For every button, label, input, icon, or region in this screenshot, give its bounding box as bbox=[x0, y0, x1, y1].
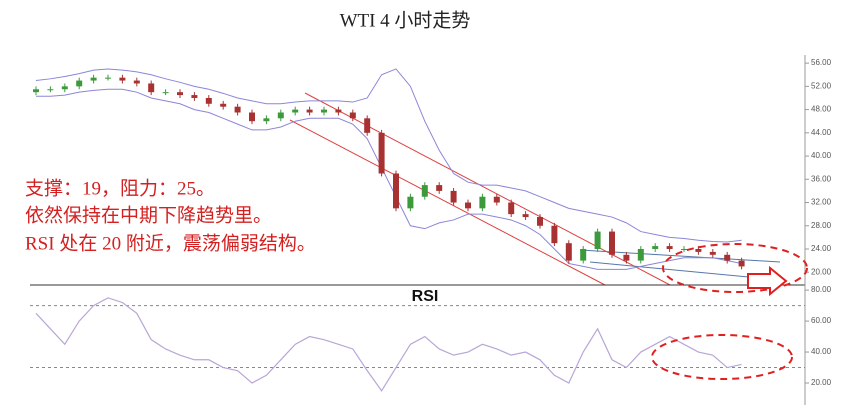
candle-body bbox=[738, 260, 745, 267]
channel-line bbox=[289, 119, 606, 286]
y-tick-label: 80.00 bbox=[811, 285, 832, 294]
candle-body bbox=[162, 92, 169, 94]
highlight-ellipse bbox=[651, 334, 793, 380]
y-tick-label: 24.00 bbox=[811, 244, 832, 253]
candle-body bbox=[205, 97, 212, 104]
candle-body bbox=[234, 106, 241, 113]
annotation: RSI 处在 20 附近，震荡偏弱结构。 bbox=[25, 232, 316, 254]
candle-body bbox=[191, 95, 198, 98]
candle-body bbox=[537, 217, 543, 226]
annotation: 依然保持在中期下降趋势里。 bbox=[25, 204, 272, 226]
candle-body bbox=[61, 86, 68, 90]
candle-body bbox=[609, 231, 615, 255]
candle-body bbox=[666, 246, 673, 249]
y-tick-label: 56.00 bbox=[811, 58, 832, 67]
candle-body bbox=[508, 202, 515, 215]
channel bbox=[289, 92, 781, 286]
candle-body bbox=[724, 254, 731, 261]
candle-body bbox=[594, 231, 601, 249]
y-tick-label: 40.00 bbox=[811, 151, 832, 160]
y-tick-label: 20.00 bbox=[811, 267, 832, 276]
annotation: 支撑：19，阻力：25。 bbox=[25, 177, 215, 199]
y-tick-label: 48.00 bbox=[811, 105, 832, 114]
channel-line bbox=[304, 92, 671, 286]
candle-body bbox=[493, 196, 500, 203]
candle-body bbox=[479, 196, 486, 209]
candle-body bbox=[292, 109, 299, 113]
band-line bbox=[36, 88, 742, 270]
arrow bbox=[747, 265, 788, 297]
y-tick-label: 20.00 bbox=[811, 378, 832, 387]
candle-body bbox=[580, 248, 587, 261]
y-tick-label: 32.00 bbox=[811, 198, 832, 207]
candle-body bbox=[349, 112, 356, 119]
y-tick-label: 60.00 bbox=[811, 316, 832, 325]
candle-body bbox=[33, 89, 39, 93]
rsi-line bbox=[35, 297, 742, 392]
candle-body bbox=[407, 196, 414, 209]
candle-body bbox=[335, 109, 342, 113]
candle-body bbox=[378, 132, 385, 174]
candle-body bbox=[393, 173, 399, 209]
candle-body bbox=[76, 80, 83, 87]
highlight-ellipse bbox=[662, 243, 808, 293]
candle-body bbox=[465, 202, 471, 209]
y-tick-label: 52.00 bbox=[811, 81, 832, 90]
candle-body bbox=[637, 248, 644, 261]
candle-body bbox=[105, 77, 111, 79]
candle-body bbox=[177, 92, 183, 96]
candle-body bbox=[551, 225, 558, 244]
panel-title: RSI bbox=[412, 288, 439, 305]
marks: 20.00 24.00 28.00 32.00 36.00 40.00 44.00 48.00… bbox=[30, 58, 832, 392]
candle-body bbox=[681, 248, 687, 250]
candle-body bbox=[436, 185, 443, 191]
y-tick-label: 44.00 bbox=[811, 128, 832, 137]
candle-body bbox=[652, 246, 659, 249]
band-line bbox=[35, 68, 742, 243]
candle-body bbox=[90, 77, 97, 81]
candle-body bbox=[522, 214, 529, 218]
candle-body bbox=[47, 89, 54, 91]
candle-body bbox=[695, 248, 702, 252]
candle-body bbox=[565, 243, 572, 261]
y-tick-label: 28.00 bbox=[811, 221, 832, 230]
candle-body bbox=[321, 109, 327, 113]
candle-body bbox=[119, 77, 126, 81]
candle-body bbox=[220, 103, 227, 107]
candle-body bbox=[277, 112, 284, 119]
candle-body bbox=[623, 254, 630, 261]
y-tick-label: 40.00 bbox=[811, 347, 832, 356]
candle-body bbox=[148, 83, 155, 93]
chart-title: WTI 4 小时走势 bbox=[340, 9, 471, 31]
candle-body bbox=[709, 251, 716, 255]
candle-body bbox=[263, 118, 270, 122]
candle-body bbox=[249, 112, 255, 122]
candle-body bbox=[133, 80, 140, 84]
y-tick-label: 36.00 bbox=[811, 174, 832, 183]
candle-body bbox=[364, 118, 371, 133]
candle-body bbox=[421, 185, 428, 197]
candle-body bbox=[450, 190, 457, 203]
candle-body bbox=[306, 109, 313, 113]
